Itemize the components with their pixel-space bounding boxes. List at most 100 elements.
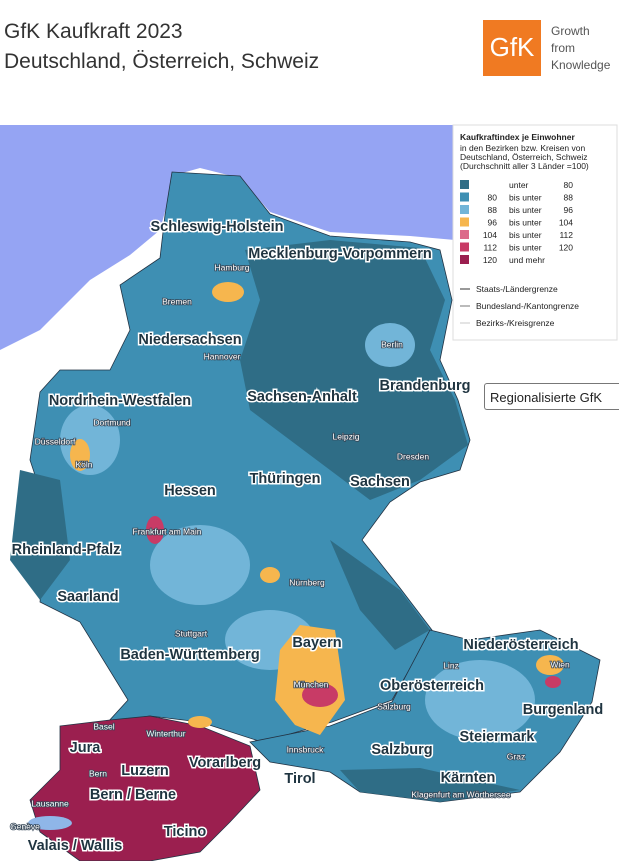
legend-swatch (460, 192, 469, 202)
title-line: GfK Kaufkraft 2023 (4, 20, 183, 43)
title-line: Deutschland, Österreich, Schweiz (4, 50, 319, 73)
region-label: Jura (70, 740, 102, 756)
legend-upper: 96 (564, 205, 574, 215)
area-orange (188, 716, 212, 728)
legend-upper: 112 (559, 230, 573, 240)
region-label: Kärnten (441, 770, 496, 786)
area-dark (340, 768, 520, 802)
city-label: Graz (507, 751, 525, 761)
region-label: Bern / Berne (90, 787, 176, 803)
city-label: Winterthur (146, 728, 185, 738)
logo-tagline: Growth (551, 24, 590, 38)
city-label: Hamburg (215, 262, 250, 272)
legend-swatch (460, 242, 469, 252)
region-label: Burgenland (523, 702, 604, 718)
region-label: Schleswig-Holstein (151, 219, 284, 235)
city-label: Klagenfurt am Wörthersee (411, 789, 510, 799)
region-label: Vorarlberg (189, 755, 261, 771)
region-label: Tirol (284, 771, 315, 787)
legend-upper: 80 (564, 180, 574, 190)
region-label: Ticino (164, 824, 207, 840)
legend-swatch (460, 217, 469, 227)
area-red (302, 683, 338, 707)
logo-mark: GfK (490, 32, 535, 62)
legend-border-label: Staats-/Ländergrenze (476, 284, 558, 294)
legend-lower: 112 (483, 243, 497, 253)
legend-upper: 104 (559, 218, 573, 228)
legend-border-label: Bezirks-/Kreisgrenze (476, 318, 555, 328)
area-light (150, 525, 250, 605)
legend-swatch (460, 180, 469, 189)
area-orange (70, 439, 90, 471)
region-label: Bayern (292, 635, 341, 651)
region-label: Salzburg (371, 742, 432, 758)
legend-label: bis unter (509, 218, 542, 228)
legend-lower: 88 (488, 205, 498, 215)
city-label: Köln (75, 459, 92, 469)
legend-lower: 96 (488, 218, 498, 228)
legend-swatch (460, 205, 469, 214)
city-label: Salzburg (377, 701, 411, 711)
legend-subtitle: in den Bezirken bzw. Kreisen von (460, 143, 585, 153)
region-label: Hessen (164, 483, 216, 499)
city-label: Berlin (381, 339, 403, 349)
region-label: Rheinland-Pfalz (12, 542, 121, 558)
legend-label: bis unter (509, 230, 542, 240)
city-label: Düsseldorf (35, 436, 76, 446)
city-label: Linz (443, 660, 459, 670)
legend-subtitle: (Durchschnitt aller 3 Länder =100) (460, 161, 589, 171)
legend-box (452, 124, 618, 341)
region-label: Steiermark (460, 729, 536, 745)
area-red (545, 676, 561, 688)
region-label: Baden-Württemberg (120, 647, 259, 663)
logo-tagline: from (551, 41, 575, 55)
legend-items: in den Bezirken bzw. Kreisen vonDeutschl… (460, 143, 589, 328)
logo-tagline: Knowledge (551, 58, 611, 72)
legend-swatch (460, 230, 469, 239)
area-dark (10, 470, 70, 600)
region-label: Thüringen (250, 471, 321, 487)
lake (28, 816, 72, 830)
region-label: Brandenburg (379, 378, 470, 394)
region-label: Niedersachsen (138, 332, 241, 348)
city-label: Leipzig (333, 431, 360, 441)
area-orange (212, 282, 244, 302)
city-label: Dortmund (93, 417, 131, 427)
legend-lower: 104 (483, 230, 497, 240)
city-label: Basel (93, 721, 114, 731)
legend-lower: 120 (483, 255, 497, 265)
city-label: Hannover (204, 351, 241, 361)
legend-border-label: Bundesland-/Kantongrenze (476, 301, 579, 311)
city-label: Innsbruck (287, 744, 325, 754)
city-label: München (294, 679, 329, 689)
city-label: Bern (89, 768, 107, 778)
region-label: Sachsen (350, 474, 410, 490)
legend: Kaufkraftindex je Einwohner in den Bezir… (452, 124, 618, 341)
area-red (146, 516, 164, 544)
legend-label: unter (509, 180, 529, 190)
region-label: Mecklenburg-Vorpommern (248, 246, 431, 262)
city-label: Bremen (162, 296, 192, 306)
region-label: Sachsen-Anhalt (247, 389, 357, 405)
area-dark (240, 240, 468, 500)
legend-upper: 120 (559, 243, 573, 253)
legend-label: und mehr (509, 255, 545, 265)
region-label: Valais / Wallis (28, 838, 123, 854)
city-label: Wien (550, 659, 570, 669)
labels: Hamburg Bremen Hannover Berlin Dortmund Düsse… (9, 217, 604, 855)
area-orange (275, 625, 345, 735)
region-label: Nordrhein-Westfalen (49, 393, 191, 409)
city-label: Nürnberg (289, 577, 325, 587)
city-label: Stuttgart (175, 628, 208, 638)
city-label: Lausanne (31, 798, 69, 808)
legend-upper: 88 (564, 193, 574, 203)
area-light (365, 323, 415, 367)
area-light (425, 660, 535, 740)
button[interactable]: Regionalisierte GfK (484, 383, 619, 410)
region-label: Luzern (121, 763, 169, 779)
area-orange (260, 567, 280, 583)
legend-label: bis unter (509, 193, 542, 203)
logo-box (483, 20, 541, 76)
